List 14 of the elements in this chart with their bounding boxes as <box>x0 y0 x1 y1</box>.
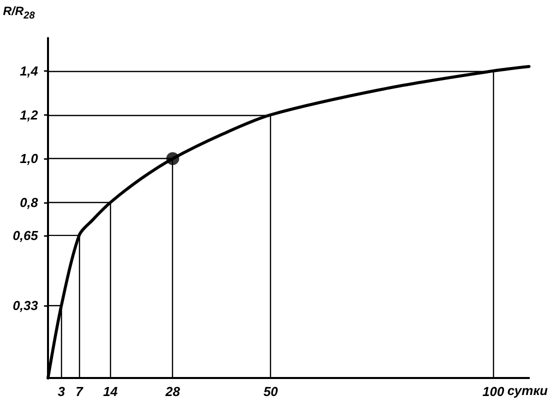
y-tick-label: 1,2 <box>20 107 39 122</box>
x-tick-label: 3 <box>58 384 66 399</box>
y-tick-label: 0,8 <box>20 195 39 210</box>
x-tick-label: 28 <box>164 384 181 399</box>
y-tick-label: 0,65 <box>12 228 39 243</box>
x-tick-label: 7 <box>76 384 84 399</box>
y-axis-title: R/R$_{28}$ <box>3 4 35 24</box>
y-tick-label: 1,0 <box>20 151 39 166</box>
x-tick-label: 100 <box>482 384 505 399</box>
x-tick-label: 14 <box>103 384 118 399</box>
x-tick-label: 50 <box>263 384 279 399</box>
y-tick-label: 0,33 <box>12 298 39 314</box>
x-axis-title: сутки <box>507 383 548 398</box>
y-tick-label: 1,4 <box>20 63 39 78</box>
